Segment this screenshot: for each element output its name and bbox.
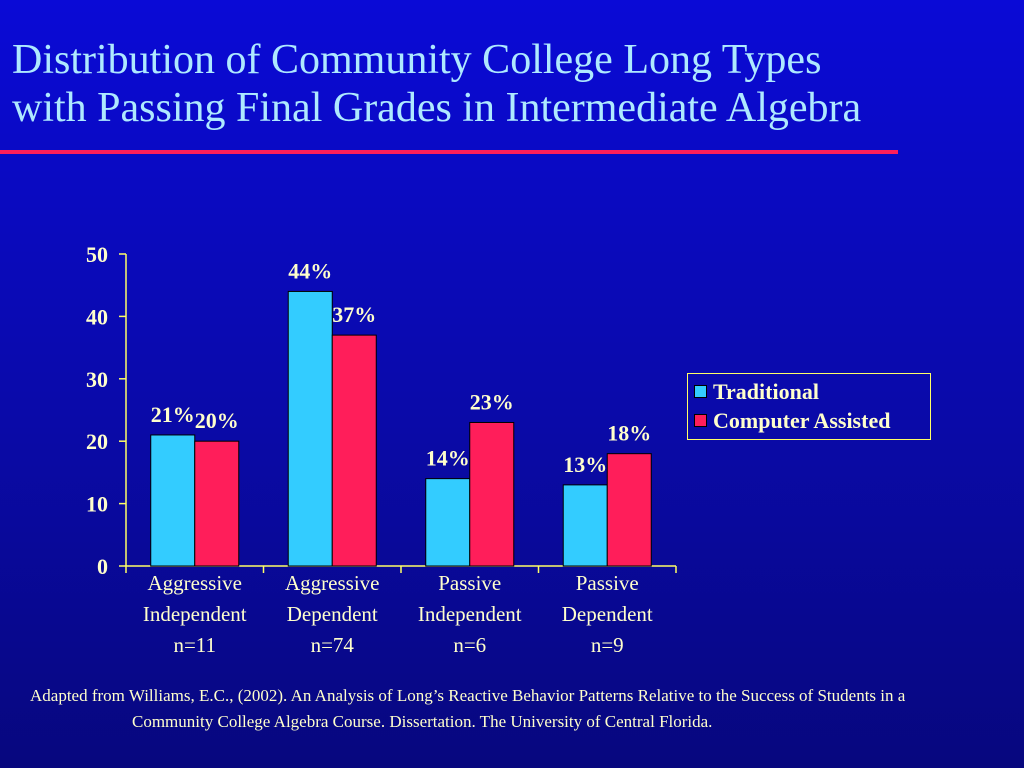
x-category-label: n=11 bbox=[173, 633, 216, 657]
data-label: 37% bbox=[332, 302, 376, 327]
chart-tick-labels: 0 10 20 30 40 50 Aggressive Independent n=11 Aggr… bbox=[86, 242, 653, 657]
y-tick-label: 30 bbox=[86, 367, 108, 392]
y-tick-label: 20 bbox=[86, 429, 108, 454]
x-category-label: Dependent bbox=[287, 602, 378, 626]
x-category-label: Dependent bbox=[562, 602, 653, 626]
data-label: 21% bbox=[151, 402, 195, 427]
x-category-label: Independent bbox=[418, 602, 522, 626]
x-category-label: Passive bbox=[576, 571, 639, 595]
y-tick-label: 40 bbox=[86, 304, 108, 329]
x-category-label: Aggressive bbox=[285, 571, 379, 595]
chart-bars bbox=[150, 290, 652, 567]
legend-label-traditional: Traditional bbox=[713, 378, 819, 404]
data-label: 20% bbox=[195, 408, 239, 433]
citation-text: Adapted from Williams, E.C., (2002). An … bbox=[30, 686, 906, 731]
bar-traditional-1 bbox=[287, 290, 333, 567]
bar-computer-assisted-0 bbox=[194, 440, 240, 567]
chart-data-labels: 21% 20% 44%37% 14% 23% 13%18% bbox=[151, 258, 652, 476]
y-tick-label: 10 bbox=[86, 492, 108, 517]
x-category-label: Independent bbox=[143, 602, 247, 626]
data-label: 44% bbox=[288, 258, 332, 283]
data-label: 18% bbox=[607, 421, 651, 446]
bar-traditional-2 bbox=[425, 478, 471, 567]
legend-swatch-traditional bbox=[694, 385, 707, 398]
data-label: 14% bbox=[426, 446, 470, 471]
legend-swatch-computer-assisted bbox=[694, 414, 707, 427]
bar-computer-assisted-1 bbox=[331, 334, 377, 567]
x-category-label: Aggressive bbox=[148, 571, 242, 595]
bar-traditional-3 bbox=[562, 484, 608, 567]
bar-computer-assisted-2 bbox=[469, 421, 515, 567]
legend-item-computer-assisted: Computer Assisted bbox=[694, 406, 930, 435]
y-tick-label: 0 bbox=[97, 554, 108, 579]
bar-traditional-0 bbox=[150, 434, 196, 567]
legend-label-computer-assisted: Computer Assisted bbox=[713, 407, 891, 433]
y-tick-label: 50 bbox=[86, 242, 108, 267]
x-category-label: n=74 bbox=[311, 633, 355, 657]
data-label: 13% bbox=[563, 452, 607, 477]
legend-item-traditional: Traditional bbox=[694, 377, 930, 406]
x-category-label: n=9 bbox=[591, 633, 624, 657]
bar-computer-assisted-3 bbox=[606, 453, 652, 567]
x-category-label: n=6 bbox=[453, 633, 486, 657]
title-divider bbox=[0, 150, 898, 154]
x-category-label: Passive bbox=[438, 571, 501, 595]
chart-legend: Traditional Computer Assisted bbox=[687, 373, 931, 440]
title-line-1: Distribution of Community College Long T… bbox=[12, 37, 822, 83]
title-line-2: with Passing Final Grades in Intermediat… bbox=[12, 85, 862, 131]
data-label: 23% bbox=[470, 389, 514, 414]
slide-title: Distribution of Community College Long T… bbox=[12, 36, 1022, 132]
